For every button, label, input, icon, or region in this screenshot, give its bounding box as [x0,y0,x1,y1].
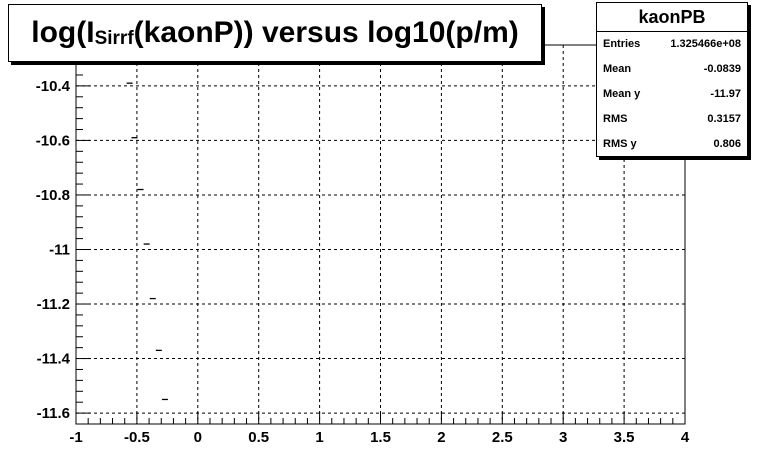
stats-box: kaonPB Entries 1.325466e+08 Mean -0.0839… [596,2,748,157]
title-prefix: log(I [31,16,95,49]
stats-value: -0.0839 [703,63,741,75]
stats-label: Mean y [603,88,641,100]
stats-label: Mean [603,63,632,75]
stats-value: 1.325466e+08 [670,38,741,50]
x-tick-label: -0.5 [124,429,150,446]
y-tick-label: -11.6 [37,405,70,422]
x-tick-label: -1 [69,429,82,446]
stats-row-mean: Mean -0.0839 [597,57,747,82]
x-tick-label: 2 [437,429,445,446]
x-tick-label: 3 [559,429,567,446]
stats-row-rms: RMS 0.3157 [597,107,747,132]
title-subscript: Sirrf [94,28,134,49]
x-tick-label: 0.5 [248,429,269,446]
chart-title: log(I Sirrf (kaonP)) versus log10(p/m) [8,4,542,62]
stats-label: Entries [603,38,641,50]
stats-row-mean-y: Mean y -11.97 [597,82,747,107]
stats-row-entries: Entries 1.325466e+08 [597,32,747,57]
stats-value: -11.97 [710,88,741,100]
title-suffix: (kaonP)) versus log10(p/m) [133,16,519,49]
y-tick-label: -11 [49,241,70,258]
stats-row-rms-y: RMS y 0.806 [597,132,747,157]
stats-label: RMS y [603,138,637,150]
y-tick-label: -11.4 [37,351,71,368]
x-tick-label: 3.5 [614,429,635,446]
y-tick-label: -11.2 [37,296,70,313]
x-tick-label: 4 [681,429,690,446]
x-tick-label: 1.5 [370,429,391,446]
stats-label: RMS [603,113,628,125]
stats-value: 0.806 [713,138,741,150]
y-tick-label: -10.6 [36,132,70,149]
stats-histogram-name: kaonPB [597,3,747,32]
y-tick-label: -10.8 [36,187,70,204]
stats-value: 0.3157 [707,113,741,125]
x-tick-label: 0 [194,429,202,446]
y-tick-label: -10.4 [36,78,71,95]
x-tick-label: 1 [315,429,323,446]
x-tick-label: 2.5 [492,429,513,446]
